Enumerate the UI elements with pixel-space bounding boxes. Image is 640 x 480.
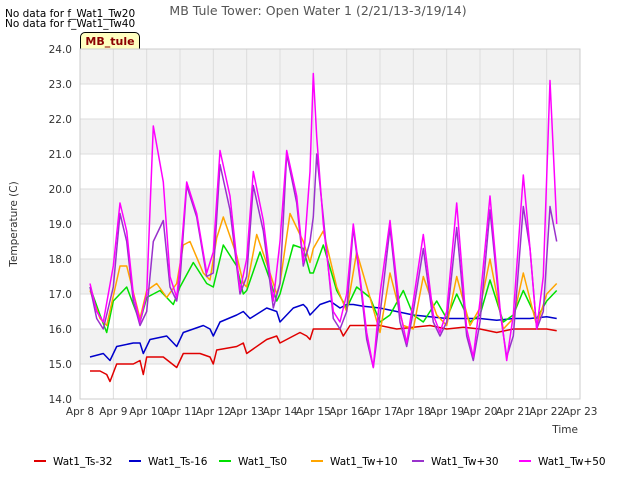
x-tick-label: Apr 16 — [329, 406, 364, 418]
plot-band — [80, 189, 580, 224]
x-tick-label: Apr 21 — [496, 406, 531, 418]
x-tick-label: Apr 12 — [196, 406, 231, 418]
chart-title: MB Tule Tower: Open Water 1 (2/21/13-3/1… — [169, 3, 466, 18]
series-line-wat1-tw-30 — [89, 153, 558, 369]
plot-band — [80, 224, 580, 259]
plot-band — [80, 84, 580, 119]
x-tick-label: Apr 18 — [396, 406, 431, 418]
x-tick-label: Apr 9 — [99, 406, 127, 418]
legend-label: Wat1_Tw+50 — [538, 456, 606, 468]
legend-label: Wat1_Tw+10 — [330, 456, 398, 468]
x-tick-label: Apr 23 — [563, 406, 598, 418]
plot-band — [80, 294, 580, 329]
plot-band — [80, 364, 580, 399]
x-tick-label: Apr 13 — [229, 406, 264, 418]
y-tick-label: 17.0 — [49, 289, 72, 301]
y-tick-label: 24.0 — [49, 44, 72, 56]
plot-frame — [79, 48, 581, 400]
y-tick-label: 21.0 — [49, 149, 72, 161]
y-tick-label: 19.0 — [49, 219, 72, 231]
x-tick-label: Apr 10 — [129, 406, 164, 418]
legend-label: Wat1_Ts-32 — [53, 456, 113, 468]
legend-label: Wat1_Ts-16 — [148, 456, 208, 468]
x-tick-label: Apr 11 — [163, 406, 198, 418]
x-tick-label: Apr 8 — [66, 406, 94, 418]
x-tick-label: Apr 20 — [463, 406, 498, 418]
y-tick-label: 16.0 — [49, 324, 72, 336]
plot-band — [80, 154, 580, 189]
y-axis-label: Temperature (C) — [8, 181, 20, 267]
plot-band — [80, 49, 580, 84]
site-label-badge: MB_tule — [80, 32, 140, 50]
x-tick-label: Apr 14 — [263, 406, 298, 418]
legend: Wat1_Ts-32 Wat1_Ts-16 Wat1_Ts0 Wat1_Tw+10 Wa… — [34, 456, 606, 468]
plot-bands — [80, 49, 580, 399]
x-tick-label: Apr 15 — [296, 406, 331, 418]
y-tick-label: 15.0 — [49, 359, 72, 371]
x-axis-label: Time — [551, 424, 578, 436]
series-layer — [89, 72, 558, 383]
y-tick-label: 18.0 — [49, 254, 72, 266]
no-data-note-2: No data for f_Wat1_Tw40 — [5, 18, 136, 30]
y-tick-label: 23.0 — [49, 79, 72, 91]
x-tick-label: Apr 19 — [429, 406, 464, 418]
y-tick-label: 22.0 — [49, 114, 72, 126]
y-tick-labels: 14.0 15.0 16.0 17.0 18.0 19.0 20.0 21.0 22.0 23.0… — [49, 44, 72, 406]
series-line-wat1-tw-50 — [89, 72, 558, 369]
x-tick-label: Apr 17 — [363, 406, 398, 418]
x-tick-label: Apr 22 — [529, 406, 564, 418]
y-tick-label: 20.0 — [49, 184, 72, 196]
plot-band — [80, 119, 580, 154]
series-line-wat1-tw-10 — [89, 212, 558, 334]
y-tick-label: 14.0 — [49, 394, 72, 406]
legend-label: Wat1_Ts0 — [238, 456, 287, 468]
no-data-note-1: No data for f_Wat1_Tw20 — [5, 8, 136, 20]
legend-label: Wat1_Tw+30 — [431, 456, 499, 468]
plot-band — [80, 329, 580, 364]
